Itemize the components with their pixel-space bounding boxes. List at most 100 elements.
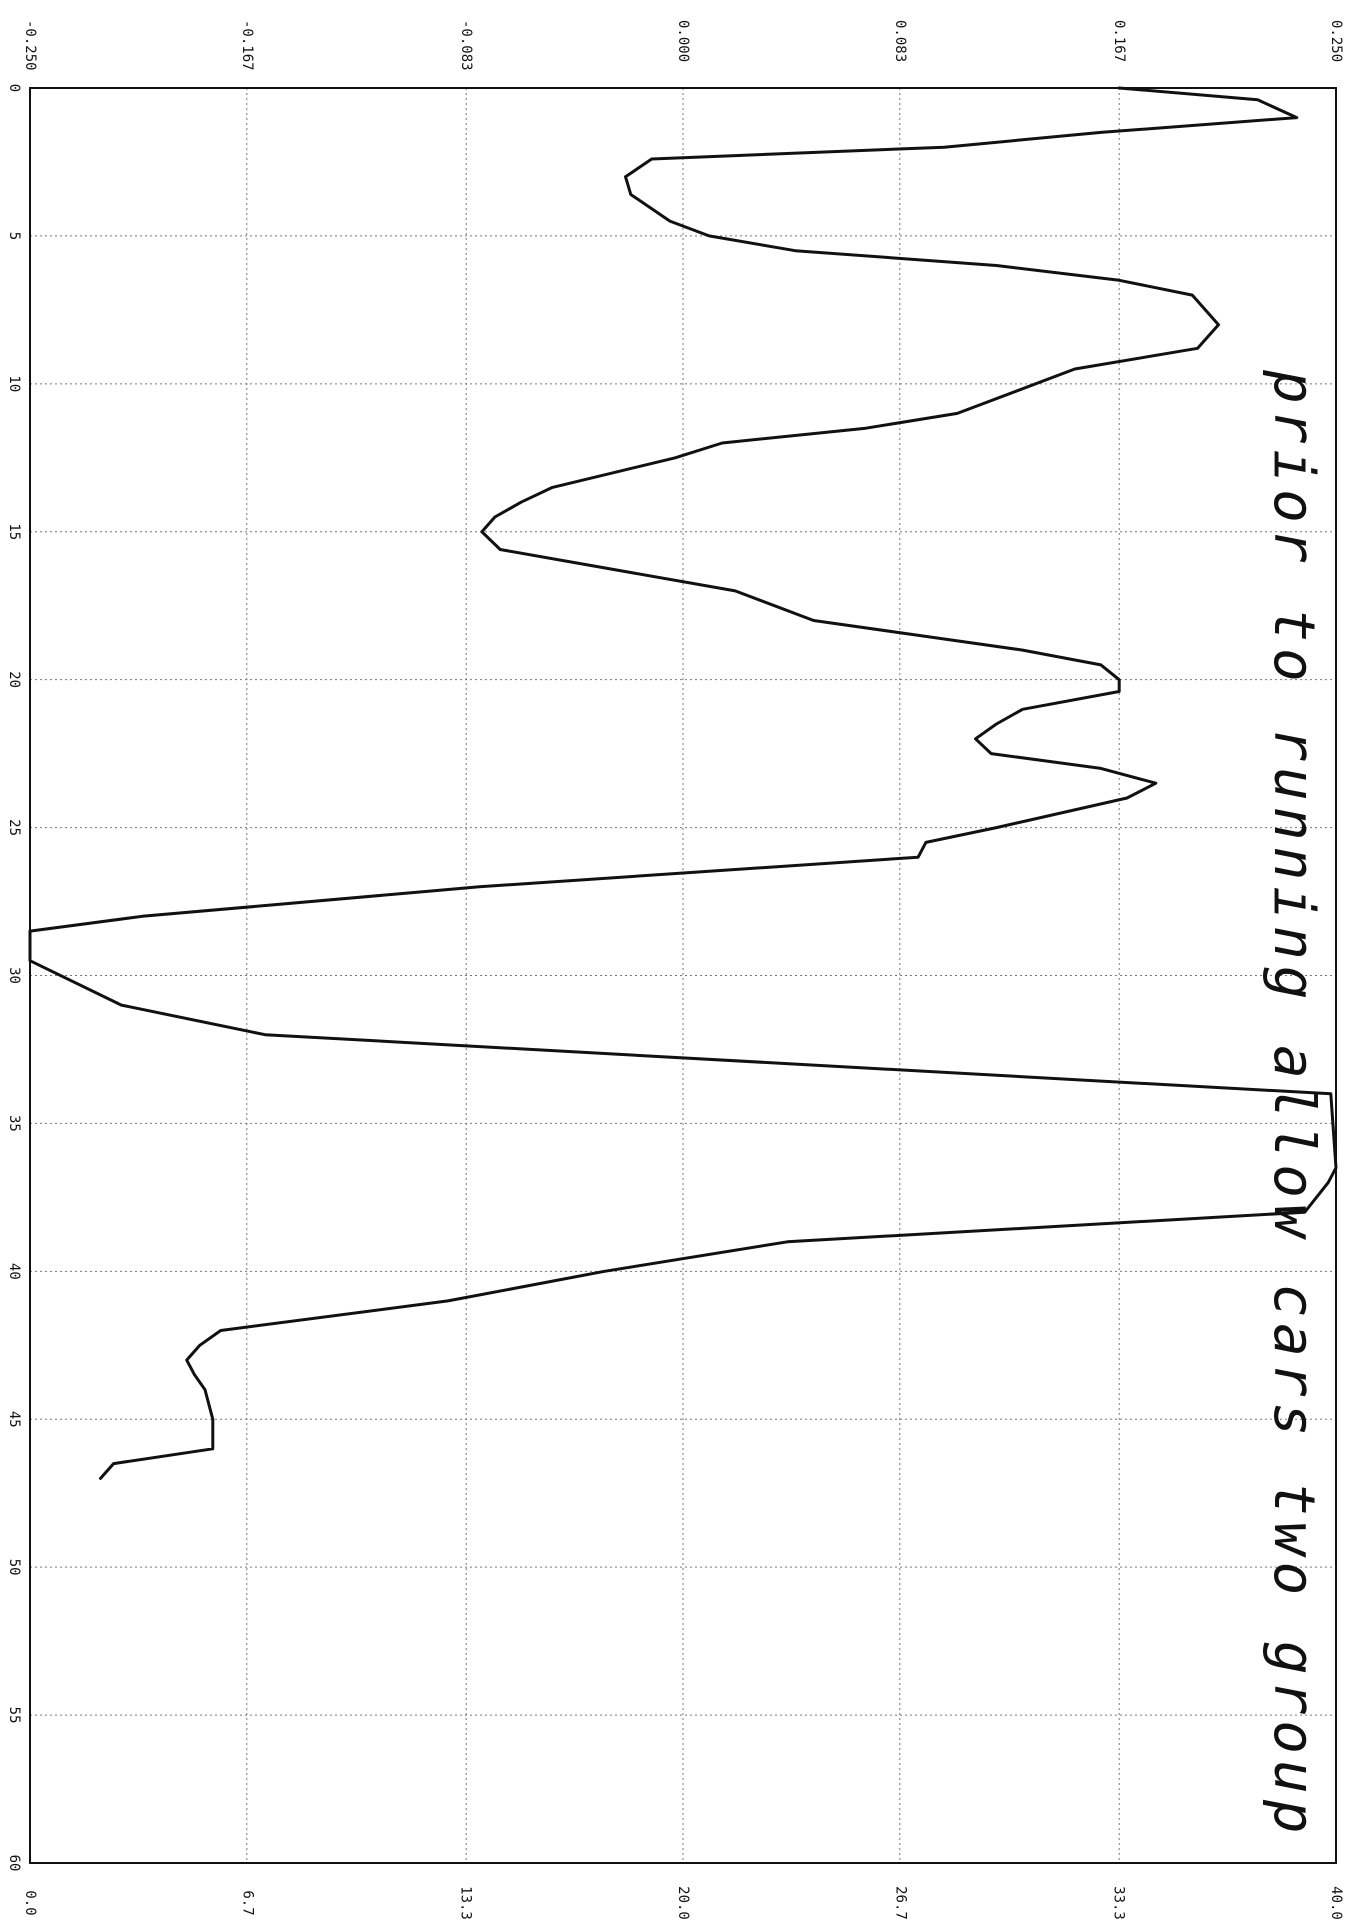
- data-point: [1217, 323, 1220, 326]
- x-tick-label: 45: [6, 1411, 22, 1428]
- handwritten-annotation: prior to running allow cars two group: [1261, 369, 1326, 1839]
- data-point: [199, 1344, 201, 1347]
- data-point: [29, 959, 31, 962]
- top-tick-label: -0.167: [239, 20, 255, 71]
- data-point: [995, 723, 998, 725]
- x-tick-label: 25: [6, 819, 22, 836]
- data-point: [499, 548, 502, 551]
- data-point: [865, 427, 867, 430]
- x-tick-label: 15: [6, 523, 22, 540]
- bottom-axis-ticks: 0.0 6.7 13.3 20.0 26.7 33.3 40.0: [22, 1886, 1344, 1920]
- top-tick-label: 0.167: [1111, 20, 1127, 62]
- x-tick-label: 40: [6, 1263, 22, 1280]
- data-point: [120, 1004, 123, 1006]
- data-point: [1100, 664, 1102, 666]
- data-point: [1330, 1093, 1332, 1095]
- data-point: [204, 1388, 206, 1391]
- data-point: [141, 915, 144, 918]
- data-point: [193, 1374, 196, 1376]
- top-tick-label: 0.000: [675, 20, 691, 62]
- data-point: [478, 886, 481, 888]
- data-point: [812, 619, 815, 622]
- data-point: [112, 1462, 115, 1465]
- top-tick-label: 0.083: [892, 20, 908, 62]
- data-point: [721, 442, 723, 444]
- data-point: [674, 457, 676, 459]
- data-point: [481, 531, 483, 533]
- data-point: [1100, 131, 1102, 134]
- data-point: [956, 412, 959, 415]
- data-point: [1118, 279, 1120, 282]
- x-tick-label: 20: [6, 671, 22, 688]
- data-point: [1303, 1211, 1306, 1213]
- data-point: [1191, 294, 1194, 296]
- data-point: [708, 235, 710, 237]
- x-tick-label: 10: [6, 375, 22, 392]
- top-axis-ticks: -0.250 -0.167 -0.083 0.000 0.083 0.167 0.250: [22, 20, 1344, 71]
- data-point: [995, 826, 998, 829]
- data-point: [1021, 649, 1024, 651]
- data-point: [447, 1300, 449, 1302]
- data-point: [1296, 116, 1298, 119]
- plot-border: [29, 87, 1337, 1864]
- data-point: [630, 193, 632, 196]
- data-point: [212, 1418, 214, 1421]
- x-tick-label: 55: [6, 1707, 22, 1724]
- data-point: [1335, 1167, 1337, 1169]
- data-point: [99, 1477, 102, 1480]
- x-tick-label: 30: [6, 967, 22, 984]
- data-point: [219, 1329, 222, 1332]
- data-point: [520, 501, 522, 504]
- data-point: [29, 930, 31, 932]
- data-point: [1155, 782, 1157, 784]
- x-tick-label: 60: [6, 1855, 22, 1872]
- data-point: [974, 738, 977, 740]
- data-point: [650, 158, 653, 160]
- data-point: [995, 264, 998, 267]
- data-point: [603, 1270, 606, 1273]
- bottom-tick-label: 40.0: [1328, 1886, 1344, 1920]
- data-point: [624, 176, 627, 178]
- top-tick-label: 0.250: [1328, 20, 1344, 62]
- x-tick-label: 5: [6, 232, 22, 240]
- data-point: [1327, 1181, 1329, 1184]
- top-tick-label: -0.250: [22, 20, 38, 71]
- bottom-tick-label: 6.7: [240, 1890, 256, 1915]
- bottom-tick-label: 0.0: [22, 1890, 38, 1915]
- data-point: [494, 516, 496, 518]
- data-point: [669, 220, 671, 222]
- bottom-tick-label: 13.3: [457, 1886, 473, 1920]
- data-point: [925, 841, 927, 844]
- x-tick-label: 0: [6, 84, 22, 92]
- plot-frame: [29, 87, 1337, 1864]
- x-tick-label: 50: [6, 1559, 22, 1576]
- data-point: [1118, 678, 1120, 681]
- data-point: [1021, 708, 1024, 711]
- data-point: [1074, 368, 1076, 370]
- data-point: [1118, 690, 1120, 693]
- data-point: [990, 752, 992, 755]
- series-group: [28, 86, 1338, 1480]
- data-point: [1126, 797, 1128, 799]
- data-point: [551, 486, 554, 489]
- data-point: [1256, 99, 1259, 101]
- handwritten-note: prior to running allow cars two group: [1261, 369, 1326, 1839]
- data-point: [1196, 347, 1199, 350]
- left-axis-ticks: 0 5 10 15 20 25 30 35 40 45 50 55 60: [6, 84, 22, 1872]
- bottom-tick-label: 26.7: [893, 1886, 909, 1920]
- data-point: [917, 856, 919, 858]
- data-point: [786, 1241, 789, 1243]
- series-line-0: [28, 86, 1338, 1480]
- data-point: [1100, 767, 1102, 770]
- data-point: [264, 1033, 266, 1036]
- top-tick-label: -0.083: [458, 20, 474, 71]
- data-point: [212, 1448, 214, 1450]
- grid: [30, 88, 1336, 1863]
- bottom-tick-label: 20.0: [675, 1886, 691, 1920]
- data-point: [1118, 87, 1120, 89]
- data-point: [185, 1359, 188, 1361]
- bottom-tick-label: 33.3: [1110, 1886, 1126, 1920]
